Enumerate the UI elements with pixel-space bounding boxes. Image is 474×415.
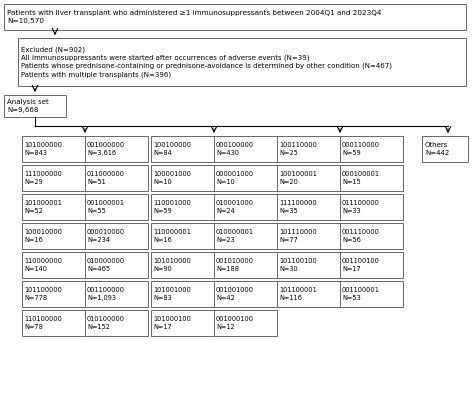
Text: 000100000
N=430: 000100000 N=430 (216, 142, 254, 156)
Text: 101000100
N=17: 101000100 N=17 (153, 316, 191, 330)
Text: 101010000
N=90: 101010000 N=90 (153, 258, 191, 272)
FancyBboxPatch shape (151, 165, 277, 191)
Text: 110100000
N=78: 110100000 N=78 (24, 316, 62, 330)
FancyBboxPatch shape (18, 38, 466, 86)
Text: 101000000
N=843: 101000000 N=843 (24, 142, 62, 156)
Text: Analysis set
N=9,668: Analysis set N=9,668 (7, 99, 49, 113)
Text: 001000001
N=55: 001000001 N=55 (87, 200, 125, 214)
Text: 101100100
N=30: 101100100 N=30 (279, 258, 317, 272)
Text: 010100000
N=152: 010100000 N=152 (87, 316, 125, 330)
Text: 010001000
N=24: 010001000 N=24 (216, 200, 254, 214)
FancyBboxPatch shape (22, 252, 148, 278)
Text: 011100000
N=33: 011100000 N=33 (342, 200, 380, 214)
Text: 110000001
N=16: 110000001 N=16 (153, 229, 191, 243)
Text: 111000000
N=29: 111000000 N=29 (24, 171, 62, 185)
Text: 110000000
N=140: 110000000 N=140 (24, 258, 62, 272)
FancyBboxPatch shape (4, 4, 466, 30)
Text: 110001000
N=59: 110001000 N=59 (153, 200, 191, 214)
Text: 101000001
N=52: 101000001 N=52 (24, 200, 62, 214)
Text: 100001000
N=10: 100001000 N=10 (153, 171, 191, 185)
Text: 100100001
N=20: 100100001 N=20 (279, 171, 317, 185)
FancyBboxPatch shape (277, 281, 403, 307)
Text: 100010000
N=16: 100010000 N=16 (24, 229, 62, 243)
FancyBboxPatch shape (151, 223, 277, 249)
Text: 010000000
N=465: 010000000 N=465 (87, 258, 125, 272)
Text: 101001000
N=83: 101001000 N=83 (153, 287, 191, 301)
Text: 100110000
N=25: 100110000 N=25 (279, 142, 317, 156)
Text: 000110000
N=59: 000110000 N=59 (342, 142, 380, 156)
Text: Excluded (N=902)
All immunosuppressants were started after occurrences of advers: Excluded (N=902) All immunosuppressants … (21, 46, 392, 78)
FancyBboxPatch shape (277, 136, 403, 162)
FancyBboxPatch shape (277, 194, 403, 220)
Text: 101110000
N=77: 101110000 N=77 (279, 229, 317, 243)
FancyBboxPatch shape (151, 194, 277, 220)
FancyBboxPatch shape (151, 252, 277, 278)
Text: 001000000
N=3,616: 001000000 N=3,616 (87, 142, 125, 156)
Text: 001010000
N=188: 001010000 N=188 (216, 258, 254, 272)
Text: 010000001
N=23: 010000001 N=23 (216, 229, 254, 243)
Text: Others
N=442: Others N=442 (425, 142, 449, 156)
FancyBboxPatch shape (22, 223, 148, 249)
Text: 101100001
N=116: 101100001 N=116 (279, 287, 317, 301)
FancyBboxPatch shape (277, 223, 403, 249)
FancyBboxPatch shape (151, 136, 277, 162)
Text: 101100000
N=778: 101100000 N=778 (24, 287, 62, 301)
Text: 001100001
N=53: 001100001 N=53 (342, 287, 380, 301)
Text: Patients with liver transplant who administered ≥1 immunosuppressants between 20: Patients with liver transplant who admin… (7, 10, 382, 24)
Text: 001001000
N=42: 001001000 N=42 (216, 287, 254, 301)
FancyBboxPatch shape (151, 281, 277, 307)
FancyBboxPatch shape (22, 194, 148, 220)
FancyBboxPatch shape (4, 95, 66, 117)
Text: 100100000
N=84: 100100000 N=84 (153, 142, 191, 156)
FancyBboxPatch shape (277, 165, 403, 191)
Text: 001100100
N=17: 001100100 N=17 (342, 258, 380, 272)
FancyBboxPatch shape (22, 136, 148, 162)
Text: 001100000
N=1,093: 001100000 N=1,093 (87, 287, 125, 301)
Text: 000100001
N=15: 000100001 N=15 (342, 171, 380, 185)
Text: 111100000
N=35: 111100000 N=35 (279, 200, 317, 214)
Text: 001110000
N=56: 001110000 N=56 (342, 229, 380, 243)
Text: 000001000
N=10: 000001000 N=10 (216, 171, 254, 185)
Text: 000010000
N=234: 000010000 N=234 (87, 229, 125, 243)
FancyBboxPatch shape (422, 136, 468, 162)
FancyBboxPatch shape (22, 165, 148, 191)
Text: 001000100
N=12: 001000100 N=12 (216, 316, 254, 330)
FancyBboxPatch shape (151, 310, 277, 336)
FancyBboxPatch shape (22, 310, 148, 336)
FancyBboxPatch shape (277, 252, 403, 278)
FancyBboxPatch shape (22, 281, 148, 307)
Text: 011000000
N=51: 011000000 N=51 (87, 171, 125, 185)
